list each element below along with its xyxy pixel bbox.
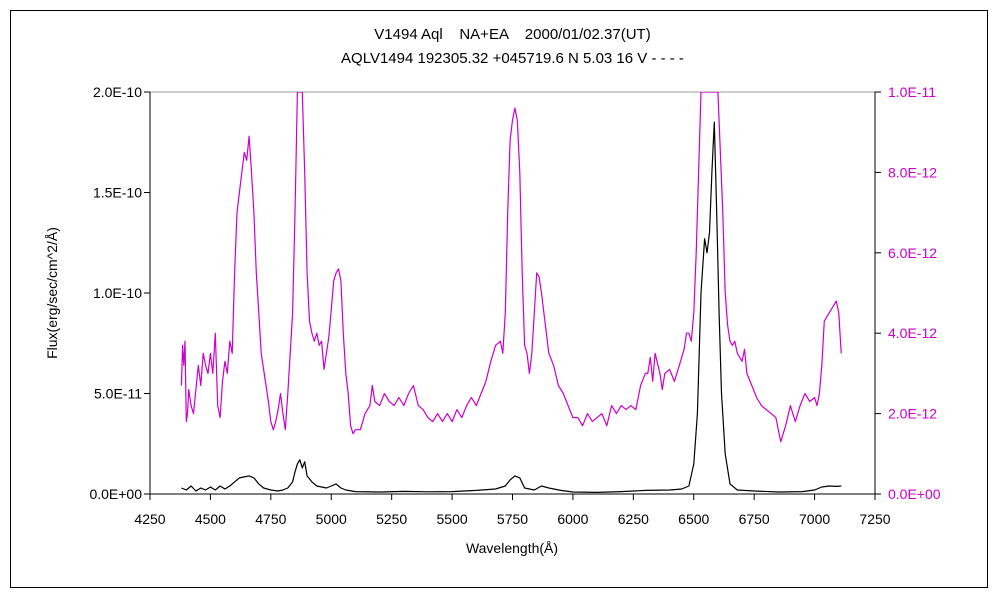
y-tick-label: 1.0E-10	[93, 285, 142, 301]
spectrum-line-left-axis	[181, 121, 842, 493]
x-tick-label: 5250	[376, 511, 407, 527]
x-tick-label: 5750	[497, 511, 528, 527]
y-tick-label: 5.0E-11	[94, 386, 142, 402]
x-tick-label: 4500	[195, 511, 226, 527]
x-tick-label: 5500	[437, 511, 468, 527]
y2-tick-label: 2.0E-12	[888, 406, 937, 422]
chart-subtitle: AQLV1494 192305.32 +045719.6 N 5.03 16 V…	[341, 50, 684, 67]
y-tick-label: 0.0E+00	[89, 486, 142, 502]
x-tick-label: 4750	[255, 511, 286, 527]
spectrum-line-right-axis	[180, 92, 842, 443]
x-tick-label: 6250	[618, 511, 649, 527]
y2-tick-label: 8.0E-12	[888, 164, 937, 180]
x-tick-label: 6000	[557, 511, 588, 527]
x-tick-label: 6750	[739, 511, 770, 527]
x-axis-label: Wavelength(Å)	[466, 540, 558, 556]
chart-frame	[10, 10, 988, 588]
y-tick-label: 2.0E-10	[93, 84, 142, 100]
plot-area-border	[149, 91, 876, 495]
y2-tick-label: 0.0E+00	[888, 486, 941, 502]
x-axis-ticks: 4250 4500 4750 5000 5250 5500 5750 6000 6250 6500…	[134, 494, 891, 527]
right-y-axis-ticks: 0.0E+00 2.0E-12 4.0E-12 6.0E-12 8.0E-12 1.0E-…	[875, 84, 941, 502]
left-y-axis-ticks: 0.0E+00 5.0E-11 1.0E-10 1.5E-10 2.0E-10	[89, 84, 150, 502]
y2-tick-label: 1.0E-11	[888, 84, 936, 100]
x-tick-label: 4250	[134, 511, 165, 527]
x-tick-label: 7000	[799, 511, 830, 527]
y-tick-label: 1.5E-10	[93, 185, 142, 201]
y2-tick-label: 4.0E-12	[888, 325, 937, 341]
x-tick-label: 7250	[859, 511, 890, 527]
series-layer	[180, 92, 842, 493]
chart-title: V1494 Aql NA+EA 2000/01/02.37(UT)	[374, 26, 651, 43]
y-axis-label: Flux(erg/sec/cm^2/Å)	[44, 227, 60, 359]
x-tick-label: 5000	[316, 511, 347, 527]
x-tick-label: 6500	[678, 511, 709, 527]
y2-tick-label: 6.0E-12	[888, 245, 937, 261]
